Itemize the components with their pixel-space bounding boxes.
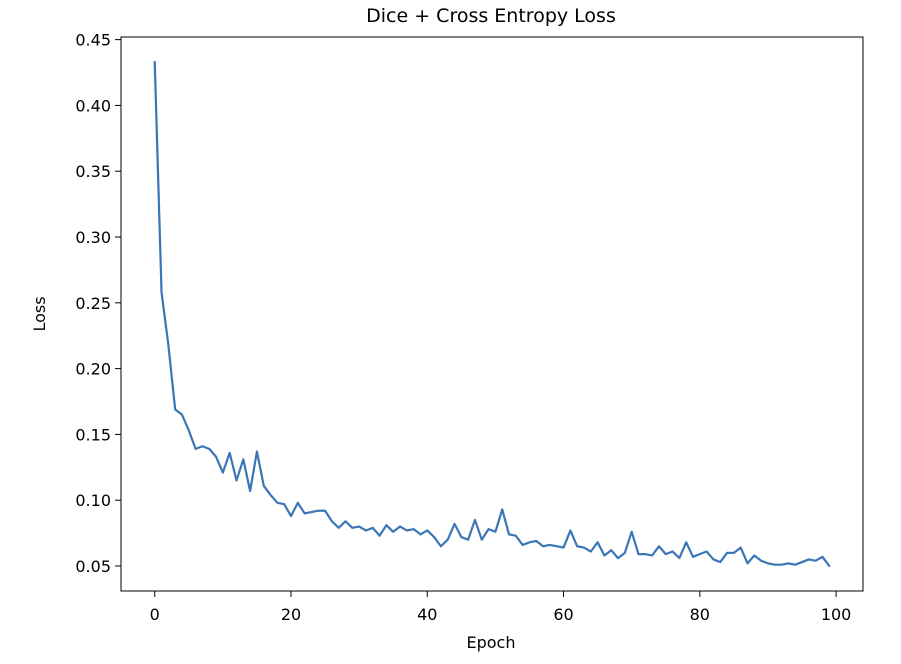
y-tick-label: 0.40	[75, 96, 111, 115]
y-tick-label: 0.30	[75, 228, 111, 247]
x-tick-label: 100	[821, 605, 852, 624]
y-tick-label: 0.15	[75, 425, 111, 444]
x-tick-label: 20	[281, 605, 301, 624]
y-axis-label: Loss	[30, 296, 49, 331]
y-tick-label: 0.05	[75, 557, 111, 576]
y-tick-label: 0.45	[75, 31, 111, 50]
y-tick-label: 0.10	[75, 491, 111, 510]
y-tick-label: 0.20	[75, 360, 111, 379]
y-axis-ticks: 0.05 0.10 0.15 0.20 0.25 0.30 0.35 0.40 0.45	[75, 31, 121, 576]
y-tick-label: 0.25	[75, 294, 111, 313]
x-axis-ticks: 0 20 40 60 80 100	[150, 591, 852, 624]
x-tick-label: 60	[553, 605, 573, 624]
x-axis-label: Epoch	[467, 633, 516, 652]
x-tick-label: 40	[417, 605, 437, 624]
chart-title: Dice + Cross Entropy Loss	[366, 5, 616, 27]
x-tick-label: 80	[690, 605, 710, 624]
loss-series-line	[153, 60, 831, 568]
x-tick-label: 0	[150, 605, 160, 624]
plot-area-frame	[120, 36, 864, 592]
y-tick-label: 0.35	[75, 162, 111, 181]
